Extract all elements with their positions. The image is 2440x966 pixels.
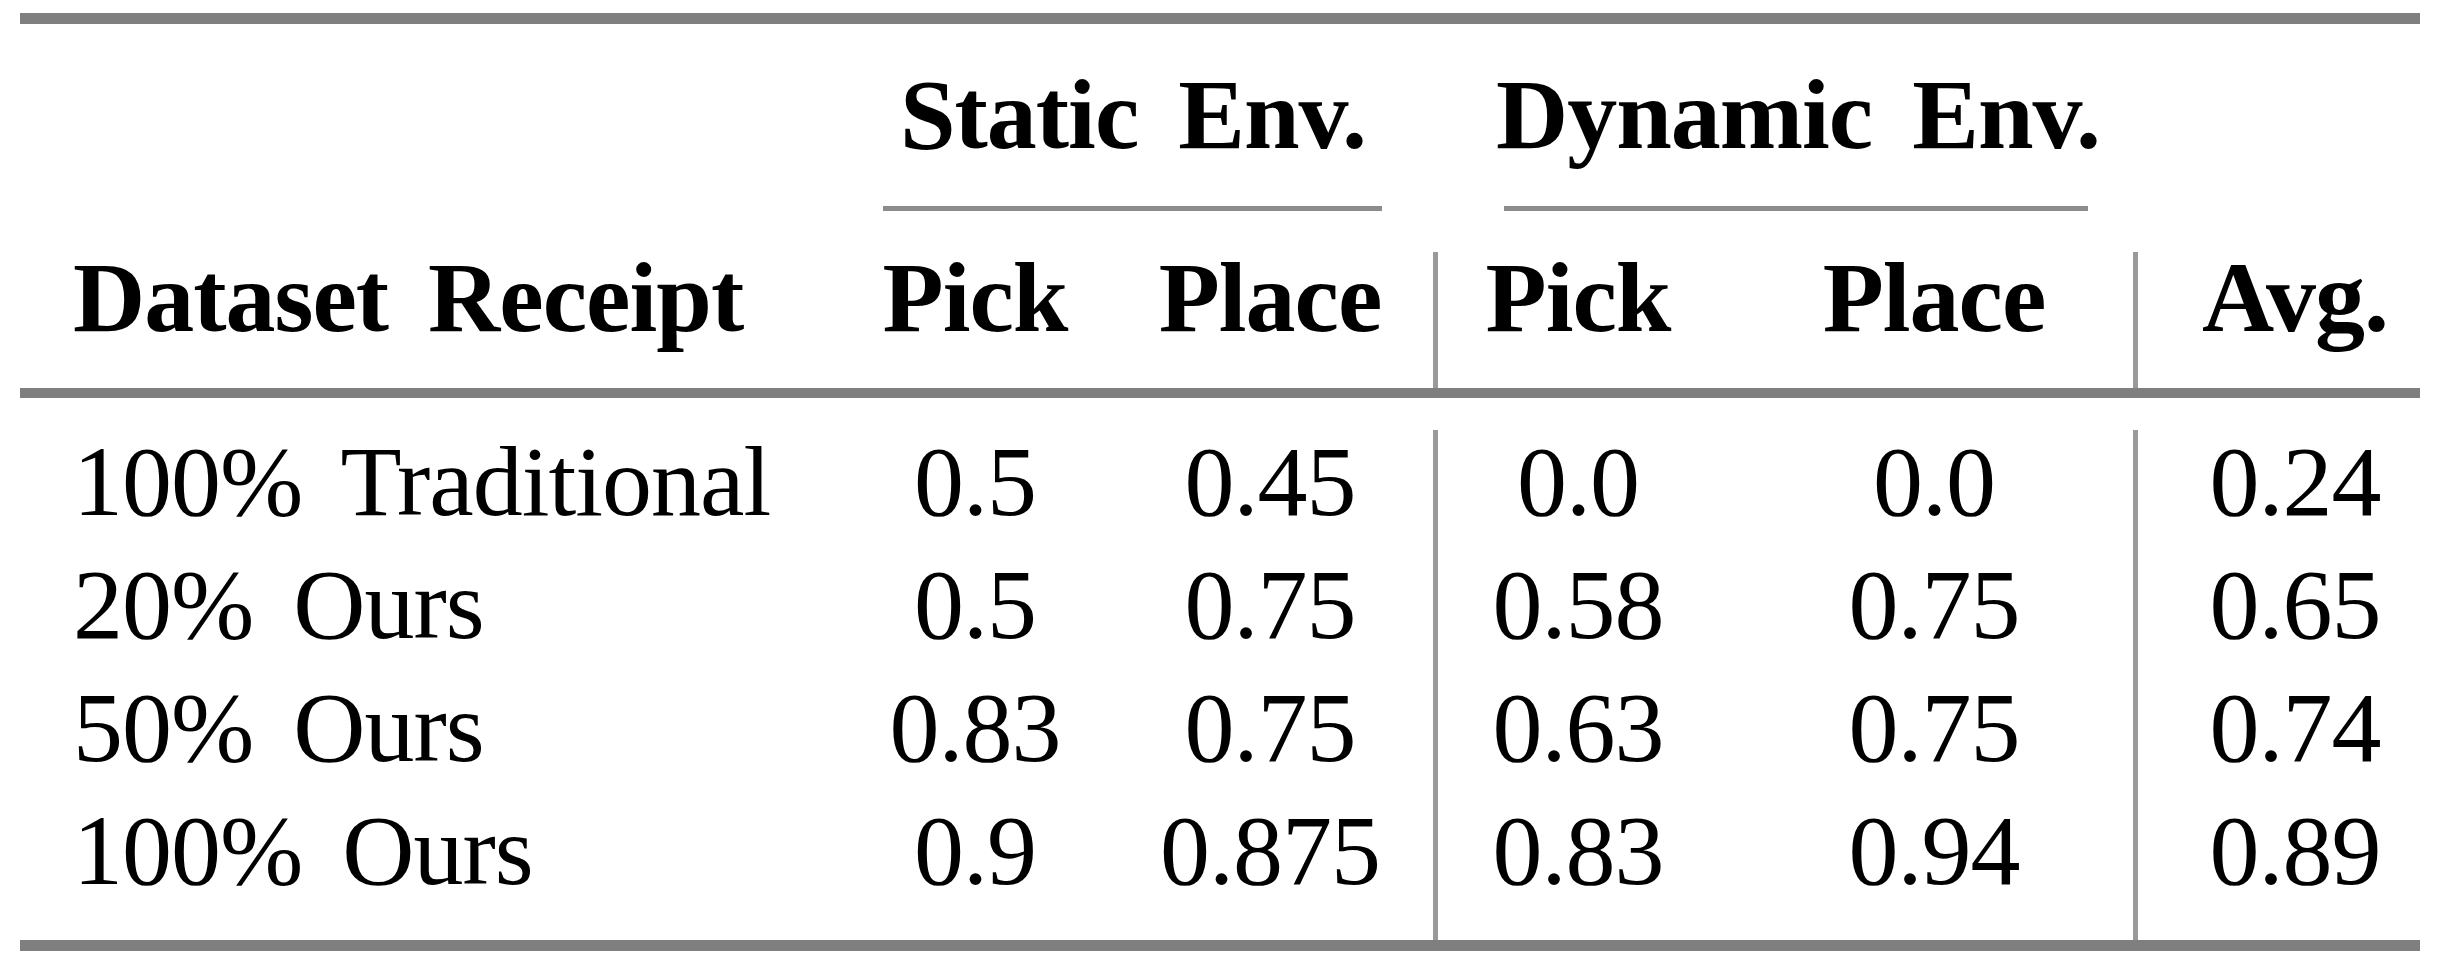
row-label: 20% Ours — [73, 555, 484, 655]
row-label: 100% Traditional — [73, 432, 770, 532]
mid-rule — [20, 388, 2420, 398]
divider-dynamic-avg-header — [2133, 252, 2138, 388]
table-cell: 0.9 — [914, 801, 1036, 901]
table-cell: 0.74 — [2210, 678, 2381, 778]
static-pick-header: Pick — [883, 248, 1068, 348]
table-cell: 0.24 — [2210, 432, 2381, 532]
static-env-underline — [883, 206, 1382, 211]
table-cell: 0.63 — [1493, 678, 1664, 778]
dynamic-env-group-header: Dynamic Env. — [1496, 65, 2100, 165]
table-cell: 0.0 — [1517, 432, 1639, 532]
divider-static-dynamic-body — [1433, 430, 1438, 940]
avg-header: Avg. — [2202, 248, 2388, 348]
static-place-header: Place — [1159, 248, 1382, 348]
table-cell: 0.89 — [2210, 801, 2381, 901]
table-cell: 0.75 — [1849, 678, 2020, 778]
table-cell: 0.75 — [1185, 678, 1356, 778]
top-rule — [20, 13, 2420, 24]
bottom-rule — [20, 940, 2420, 951]
dynamic-pick-header: Pick — [1486, 248, 1671, 348]
dataset-receipt-header: Dataset Receipt — [73, 248, 743, 348]
table-cell: 0.83 — [890, 678, 1061, 778]
static-env-group-header: Static Env. — [900, 65, 1366, 165]
divider-static-dynamic-header — [1433, 252, 1438, 388]
table-cell: 0.65 — [2210, 555, 2381, 655]
dynamic-env-underline — [1504, 206, 2088, 211]
table-cell: 0.5 — [914, 432, 1036, 532]
table-cell: 0.83 — [1493, 801, 1664, 901]
table-cell: 0.45 — [1185, 432, 1356, 532]
table-cell: 0.58 — [1493, 555, 1664, 655]
table-cell: 0.5 — [914, 555, 1036, 655]
results-table-figure: Static Env. Dynamic Env. Dataset Receipt… — [0, 0, 2440, 966]
table-cell: 0.94 — [1849, 801, 2020, 901]
table-cell: 0.875 — [1160, 801, 1380, 901]
table-cell: 0.0 — [1873, 432, 1995, 532]
dynamic-place-header: Place — [1823, 248, 2046, 348]
divider-dynamic-avg-body — [2133, 430, 2138, 940]
row-label: 100% Ours — [73, 801, 533, 901]
table-cell: 0.75 — [1849, 555, 2020, 655]
table-cell: 0.75 — [1185, 555, 1356, 655]
row-label: 50% Ours — [73, 678, 484, 778]
